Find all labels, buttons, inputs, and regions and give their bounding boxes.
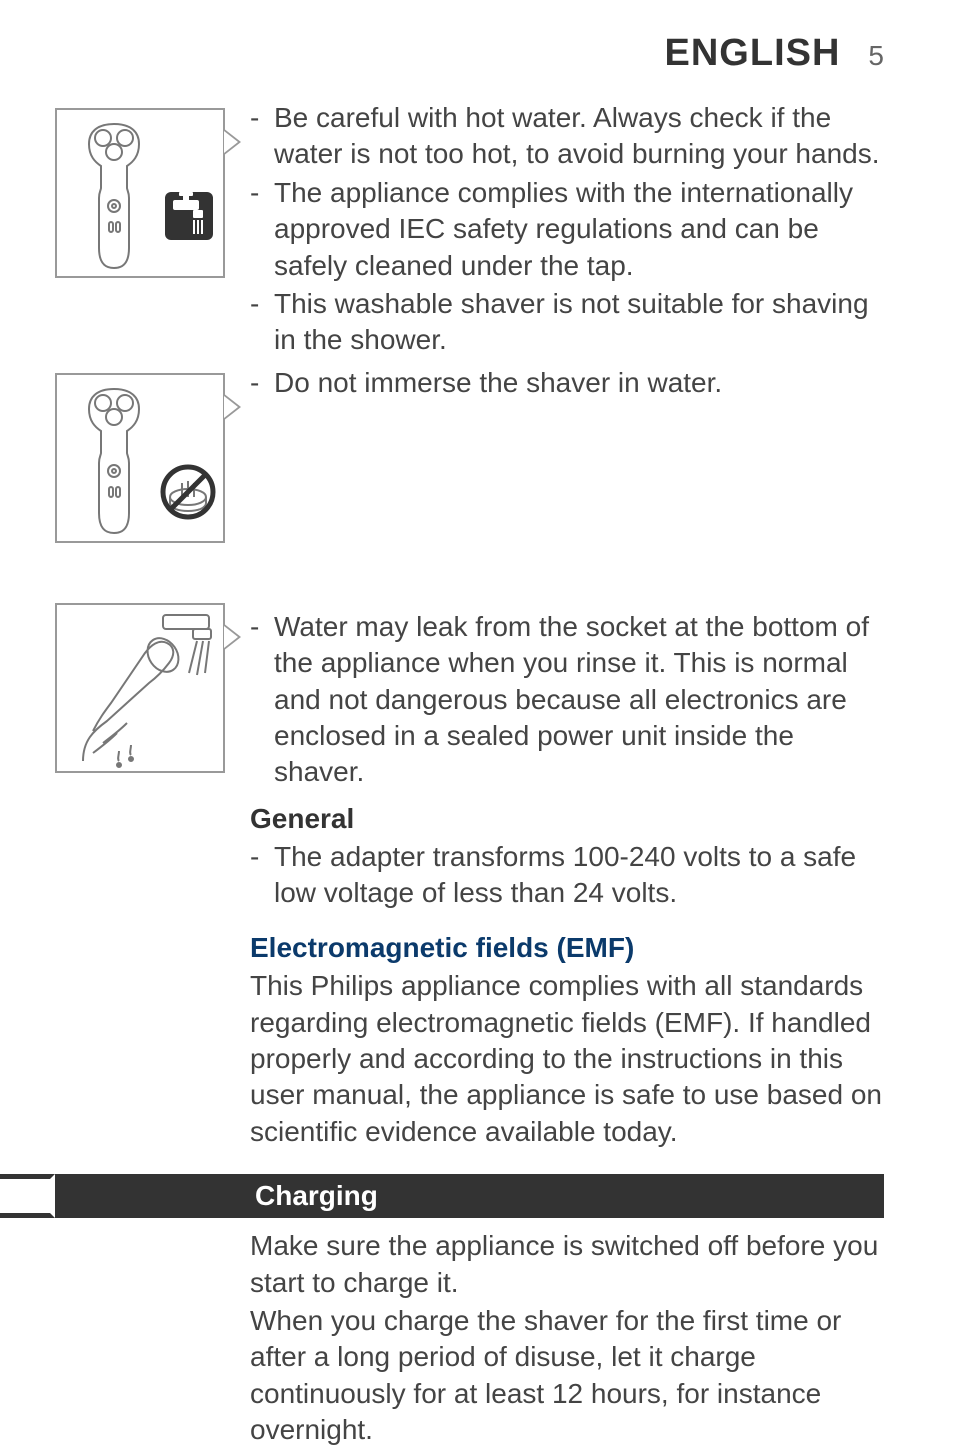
page-content: - Be careful with hot water. Always chec… bbox=[0, 100, 954, 1451]
text-column: - Do not immerse the shaver in water. bbox=[250, 365, 954, 403]
heading-general: General bbox=[250, 801, 884, 837]
row-water-leak: - Water may leak from the socket at the … bbox=[0, 595, 954, 1152]
bullet-item: - The appliance complies with the intern… bbox=[250, 175, 884, 284]
shaver-icon bbox=[79, 118, 149, 273]
language-label: ENGLISH bbox=[665, 32, 841, 75]
bullet-text: Water may leak from the socket at the bo… bbox=[274, 609, 884, 791]
page-number: 5 bbox=[868, 40, 884, 72]
row-safety-top: - Be careful with hot water. Always chec… bbox=[0, 100, 954, 361]
callout-pointer-icon bbox=[223, 393, 241, 421]
bullet-text: The adapter transforms 100-240 volts to … bbox=[274, 839, 884, 912]
bullet-dash: - bbox=[250, 286, 274, 359]
no-symbol-icon bbox=[159, 463, 217, 521]
tap-water-icon bbox=[165, 192, 213, 240]
section-bar-left-rule bbox=[0, 1174, 55, 1218]
bullet-dash: - bbox=[250, 839, 274, 912]
text-column: - Be careful with hot water. Always chec… bbox=[250, 100, 954, 361]
illustration-column bbox=[0, 1228, 250, 1244]
bullet-text: The appliance complies with the internat… bbox=[274, 175, 884, 284]
bullet-item: - Water may leak from the socket at the … bbox=[250, 609, 884, 791]
illustration-column bbox=[0, 365, 250, 591]
text-column: - Water may leak from the socket at the … bbox=[250, 595, 954, 1152]
bullet-text: Do not immerse the shaver in water. bbox=[274, 365, 884, 401]
text-column: Make sure the appliance is switched off … bbox=[250, 1228, 954, 1450]
bullet-text: This washable shaver is not suitable for… bbox=[274, 286, 884, 359]
bullet-dash: - bbox=[250, 609, 274, 791]
illustration-column bbox=[0, 595, 250, 781]
illustration-shaver-rinse bbox=[55, 603, 225, 773]
charging-body-1: Make sure the appliance is switched off … bbox=[250, 1228, 884, 1301]
shaver-icon bbox=[79, 383, 149, 538]
bullet-item: - Do not immerse the shaver in water. bbox=[250, 365, 884, 401]
bullet-item: - This washable shaver is not suitable f… bbox=[250, 286, 884, 359]
bullet-item: - Be careful with hot water. Always chec… bbox=[250, 100, 884, 173]
bullet-item: - The adapter transforms 100-240 volts t… bbox=[250, 839, 884, 912]
bullet-dash: - bbox=[250, 100, 274, 173]
shaver-rinse-hand-icon bbox=[63, 611, 221, 769]
charging-body-2: When you charge the shaver for the first… bbox=[250, 1303, 884, 1449]
emf-body: This Philips appliance complies with all… bbox=[250, 968, 884, 1150]
callout-pointer-icon bbox=[223, 623, 241, 651]
illustration-shaver-tap bbox=[55, 108, 225, 278]
row-no-immerse: - Do not immerse the shaver in water. bbox=[0, 365, 954, 591]
illustration-shaver-no-immerse bbox=[55, 373, 225, 543]
bullet-dash: - bbox=[250, 175, 274, 284]
illustration-column bbox=[0, 100, 250, 326]
section-bar-row: Charging bbox=[0, 1174, 954, 1218]
section-heading-charging: Charging bbox=[55, 1174, 884, 1218]
bullet-text: Be careful with hot water. Always check … bbox=[274, 100, 884, 173]
page-header: ENGLISH 5 bbox=[665, 32, 884, 75]
section-heading-label: Charging bbox=[255, 1180, 378, 1212]
callout-pointer-icon bbox=[223, 128, 241, 156]
bullet-dash: - bbox=[250, 365, 274, 401]
heading-emf: Electromagnetic fields (EMF) bbox=[250, 930, 884, 966]
row-charging: Make sure the appliance is switched off … bbox=[0, 1228, 954, 1450]
